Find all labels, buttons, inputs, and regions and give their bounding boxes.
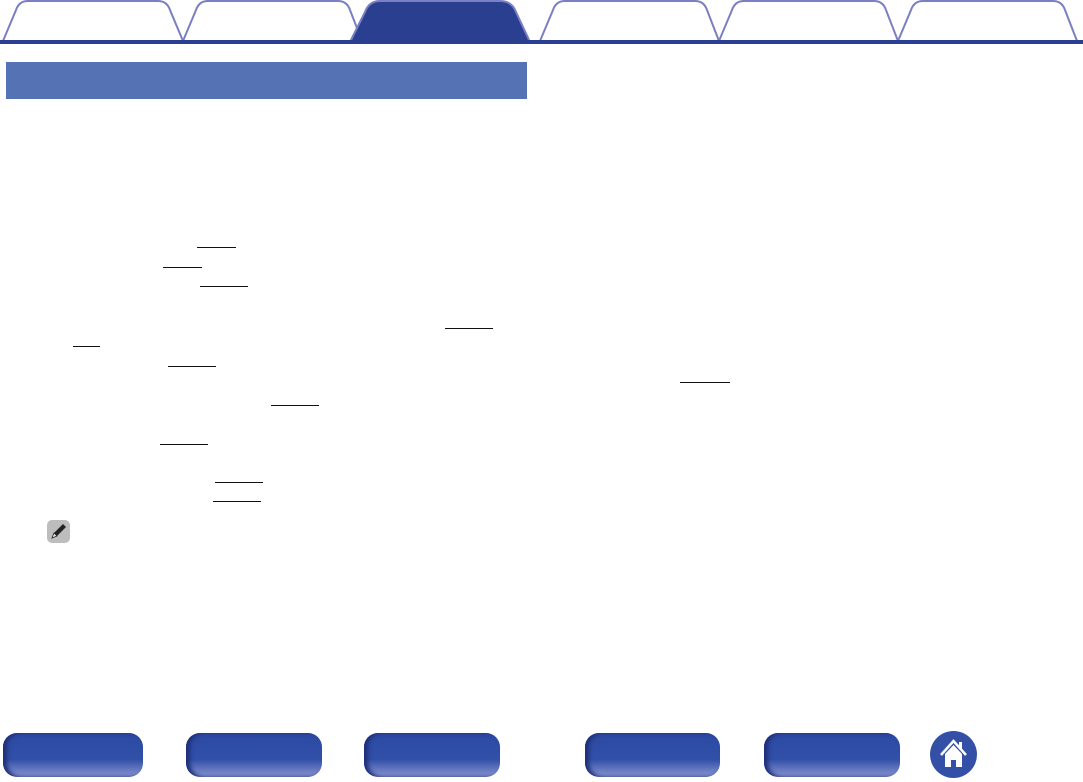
section-header-bar [6,62,527,99]
link-underline[interactable] [73,346,100,348]
tab-6[interactable] [897,0,1078,42]
tab-1[interactable] [2,0,184,42]
link-underline[interactable] [168,366,216,368]
link-underline[interactable] [445,328,493,330]
nav-button-3[interactable] [364,733,500,777]
tab-baseline [0,40,1083,44]
home-icon [940,739,967,767]
nav-button-2[interactable] [186,733,322,777]
tab-5[interactable] [718,0,899,42]
link-underline[interactable] [271,405,319,407]
home-button[interactable] [930,731,977,778]
link-underline[interactable] [200,286,248,288]
link-underline[interactable] [197,247,236,249]
nav-button-5[interactable] [764,733,900,777]
tab-4[interactable] [539,0,720,42]
pencil-icon [47,520,70,543]
nav-button-4[interactable] [585,733,720,777]
link-underline[interactable] [163,267,202,269]
tab-3-active[interactable] [348,0,532,43]
link-underline[interactable] [213,501,261,503]
link-underline[interactable] [215,482,263,484]
link-underline[interactable] [160,444,208,446]
tab-2[interactable] [182,0,363,42]
nav-button-1[interactable] [3,733,143,777]
link-underline[interactable] [680,382,730,384]
tab-bar [2,0,1078,43]
